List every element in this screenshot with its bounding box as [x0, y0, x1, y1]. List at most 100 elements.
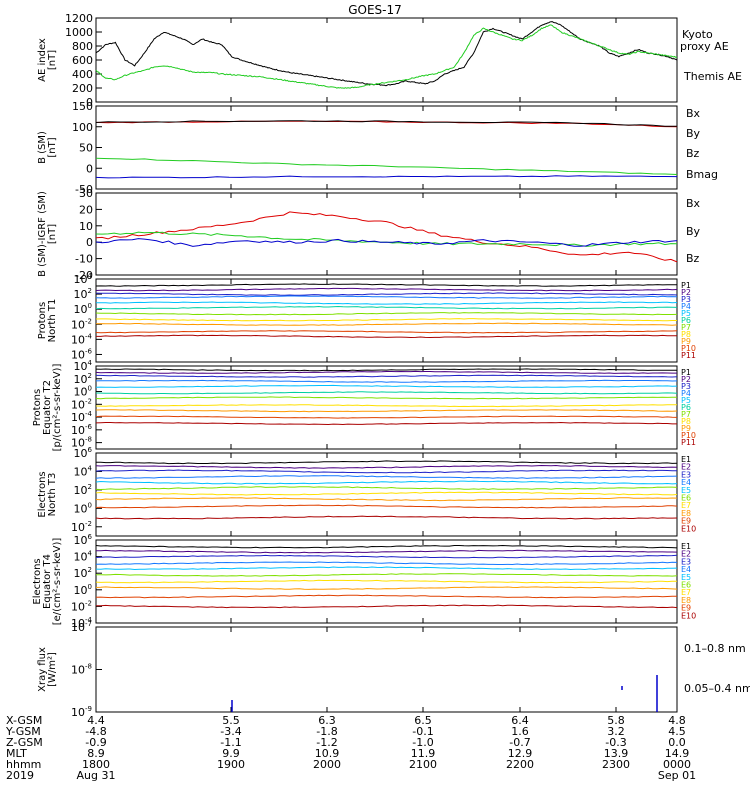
channel-line-e8	[95, 586, 678, 590]
legend-themis: Themis AE	[683, 70, 742, 83]
y-tick-label: 10-6	[71, 347, 93, 361]
channel-line-p2	[95, 287, 678, 292]
y-tick-label: 104	[74, 272, 93, 286]
channel-line-e7	[95, 491, 678, 496]
y-tick-label: 104	[74, 550, 93, 564]
channel-label: E3	[681, 557, 691, 566]
series-line-bx	[95, 175, 678, 179]
channel-line-e4	[95, 475, 678, 479]
y-axis-label: Electrons North T3	[37, 471, 58, 517]
legend-by: By	[686, 225, 701, 238]
y-tick-label: 106	[74, 446, 93, 460]
channel-line-e9	[95, 594, 677, 599]
axis-cell: 12.9	[508, 747, 533, 760]
axis-cell: 5.5	[222, 714, 240, 727]
channel-line-p4	[95, 295, 678, 299]
tick-base: 10	[71, 664, 85, 677]
axis-cell: 2300	[602, 758, 630, 771]
tick-exponent: 4	[88, 272, 93, 280]
channel-label: P11	[681, 438, 696, 447]
axis-cell: -1.8	[316, 725, 337, 738]
axis-row-label: Y-GSM	[5, 725, 41, 738]
y-tick-label: 200	[72, 82, 93, 95]
y-tick-label: 10	[79, 220, 93, 233]
tick-exponent: 0	[88, 302, 92, 310]
y-tick-label: 100	[74, 583, 92, 597]
y-tick-label: 1200	[65, 12, 93, 25]
channel-label: E5	[681, 486, 691, 495]
channel-line-p9	[95, 322, 678, 326]
tick-exponent: -2	[85, 599, 92, 607]
y-tick-label: 30	[79, 187, 93, 200]
tick-base: 10	[74, 534, 88, 547]
y-tick-label: 0	[86, 236, 93, 249]
axis-cell: 11.9	[411, 747, 436, 760]
y-tick-label: 800	[72, 40, 93, 53]
y-tick-label: 104	[74, 359, 93, 373]
axis-cell: -0.7	[509, 736, 530, 749]
tick-exponent: 6	[88, 533, 93, 541]
axis-cell: -1.1	[220, 736, 241, 749]
tick-exponent: -4	[85, 616, 93, 624]
y-tick-label: 600	[72, 54, 93, 67]
y-axis-label-line: [nT]	[47, 224, 58, 244]
y-axis-label-line: [e/(cm²-s-sr-keV)]	[52, 538, 63, 626]
series-line-bz	[95, 211, 678, 263]
y-tick-label: 0	[86, 96, 93, 109]
axis-cell: 1800	[82, 758, 110, 771]
channel-line-p5	[96, 301, 678, 305]
channel-line-p3	[96, 374, 678, 378]
tick-base: 10	[74, 567, 88, 580]
y-tick-label: 20	[79, 203, 93, 216]
tick-base: 10	[74, 273, 88, 286]
tick-base: 10	[74, 551, 88, 564]
channel-label: E1	[681, 455, 691, 464]
tick-exponent: -6	[85, 347, 93, 355]
channel-label: P10	[681, 344, 696, 353]
axis-cell: -0.1	[412, 725, 433, 738]
axis-cell: -1.0	[412, 736, 433, 749]
channel-label: E9	[681, 517, 691, 526]
channel-line-e2	[96, 549, 678, 554]
channel-label: P9	[681, 424, 691, 433]
channel-label: E6	[681, 581, 691, 590]
tick-base: 10	[74, 584, 88, 597]
axis-cell: 4.8	[668, 714, 686, 727]
channel-label: E4	[681, 565, 691, 574]
y-axis-label-line: AE index	[37, 38, 48, 82]
y-axis-label-line: North T3	[47, 473, 58, 517]
channel-label: P9	[681, 337, 691, 346]
tick-base: 10	[71, 621, 85, 634]
channel-label: P3	[681, 295, 691, 304]
channel-line-p2	[95, 370, 677, 374]
axis-cell: 2000	[313, 758, 341, 771]
legend-bmag: Bmag	[686, 168, 718, 181]
channel-label: E8	[681, 509, 691, 518]
axis-cell: 2100	[409, 758, 437, 771]
y-axis-label-line: [W/m²]	[47, 652, 58, 687]
channel-line-p3	[95, 292, 678, 296]
tick-exponent: -4	[85, 410, 93, 418]
y-axis-label-line: Equator T4	[42, 554, 53, 609]
y-tick-label: -50	[75, 183, 93, 196]
channel-line-p8	[95, 404, 677, 408]
axis-cell: 13.9	[604, 747, 629, 760]
tick-exponent: 2	[88, 483, 92, 491]
y-tick-label: 1000	[65, 26, 93, 39]
axis-cell: -0.9	[85, 736, 106, 749]
axis-row-label: X-GSM	[6, 714, 42, 727]
axis-cell: 1900	[217, 758, 245, 771]
tick-exponent: 2	[88, 372, 92, 380]
y-tick-label: 10-6	[71, 423, 93, 437]
channel-label: P4	[681, 389, 691, 398]
panels: AE index [nT]120010008006004002000Kyotopr…	[32, 12, 750, 719]
axis-cell: 8.9	[87, 747, 105, 760]
tick-base: 10	[71, 424, 85, 437]
tick-exponent: -9	[85, 705, 92, 713]
series-line-bmag	[95, 120, 677, 127]
axis-row-label: 2019	[6, 769, 34, 782]
channel-label: P3	[681, 382, 691, 391]
y-axis-label-line: B (SM)	[37, 131, 48, 164]
panel-frame	[95, 365, 678, 450]
